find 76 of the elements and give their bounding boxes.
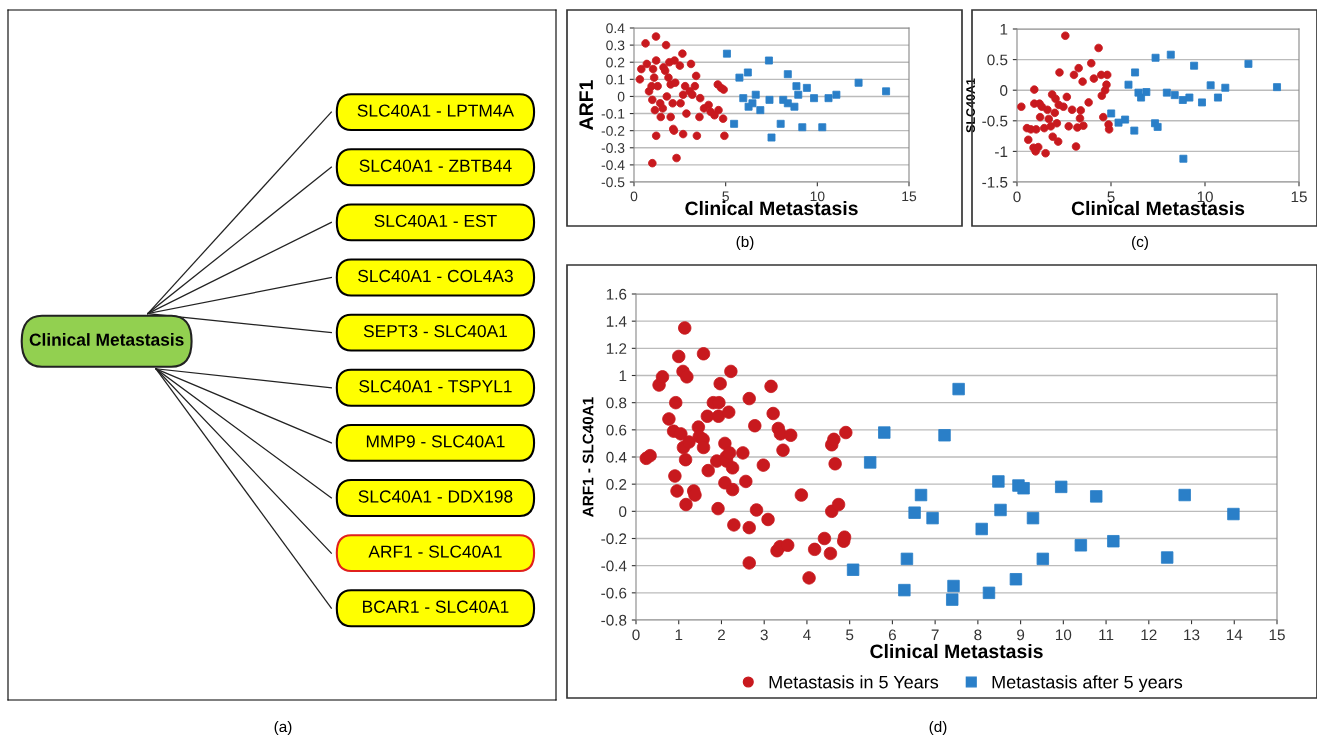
x-tick-label: 10 (1197, 191, 1213, 203)
x-tick-label: 4 (803, 629, 811, 641)
x-axis-title: Clinical Metastasis (685, 200, 858, 216)
x-tick-label: 15 (1269, 629, 1285, 641)
y-tick-label: 0.8 (606, 397, 627, 409)
x-axis-title: Clinical Metastasis (870, 643, 1043, 659)
x-tick-label: 12 (1141, 629, 1157, 641)
category-label: SLC40A1 - LPTM4A (357, 104, 515, 117)
text: (a) (274, 720, 292, 736)
y-tick-label: 0 (1000, 85, 1008, 96)
category-label: SLC40A1 - COL4A3 (358, 269, 513, 283)
x-tick-label: 3 (760, 629, 768, 641)
x-tick-label: 1 (675, 629, 683, 641)
category-label: BCAR1 - SLC40A1 (363, 600, 509, 613)
legend-label: Metastasis after 5 years (992, 675, 1183, 693)
x-tick-label: 15 (902, 191, 917, 202)
x-tick-label: 13 (1184, 629, 1200, 641)
y-tick-label: -0.5 (601, 177, 625, 188)
x-tick-label: 5 (846, 629, 854, 641)
y-tick-label: 0.4 (606, 23, 625, 34)
y-tick-label: 1.4 (606, 316, 627, 327)
x-tick-label: 5 (1107, 191, 1115, 203)
category-label: SLC40A1 - EST (374, 214, 497, 228)
y-tick-label: 0.4 (606, 451, 627, 463)
y-tick-label: -0.3 (601, 143, 625, 153)
x-tick-label: 14 (1226, 629, 1243, 641)
text: (d) (929, 720, 947, 736)
y-tick-label: 0.3 (606, 40, 625, 51)
text: Clinical Metastasis (29, 333, 184, 346)
x-tick-label: 5 (722, 191, 729, 202)
x-tick-label: 0 (632, 629, 640, 641)
y-tick-label: 0.1 (606, 74, 625, 85)
y-tick-label: -0.2 (601, 533, 627, 545)
y-tick-label: 0 (617, 91, 625, 102)
x-tick-label: 10 (1056, 629, 1072, 641)
x-tick-label: 0 (1013, 191, 1021, 203)
y-tick-label: 1 (619, 370, 627, 382)
x-tick-label: 9 (1017, 629, 1025, 641)
y-tick-label: -1.5 (982, 177, 1008, 188)
x-tick-label: 11 (1099, 629, 1114, 641)
y-tick-label: 0.2 (606, 57, 625, 68)
text: (b) (736, 235, 754, 251)
category-label: SLC40A1 - TSPYL1 (359, 380, 512, 393)
y-tick-label: -0.2 (601, 126, 625, 136)
y-tick-label: 1.6 (606, 288, 627, 300)
y-tick-label: 1 (1000, 24, 1008, 35)
x-axis-title: Clinical Metastasis (1071, 200, 1245, 216)
y-tick-label: -0.6 (601, 587, 627, 599)
category-label: SLC40A1 - ZBTB44 (359, 159, 512, 172)
y-tick-label: -0.4 (601, 160, 625, 171)
x-tick-label: 8 (974, 629, 982, 641)
y-tick-label: 0.6 (606, 424, 627, 436)
y-tick-label: -0.5 (982, 115, 1008, 127)
y-tick-label: 0.5 (987, 54, 1008, 66)
y-tick-label: 1.2 (606, 343, 627, 354)
x-tick-label: 10 (810, 191, 825, 202)
y-tick-label: 0.2 (606, 479, 627, 490)
y-axis-title: SLC40A1 (966, 78, 976, 133)
x-tick-label: 2 (717, 629, 725, 641)
y-axis-title: ARF1 (579, 80, 593, 130)
category-label: SLC40A1 - DDX198 (358, 490, 513, 503)
x-tick-label: 6 (888, 629, 896, 641)
text: (c) (1132, 235, 1148, 251)
y-tick-label: 0 (619, 506, 627, 518)
category-label: SEPT3 - SLC40A1 (363, 324, 507, 338)
y-tick-label: -0.8 (601, 614, 627, 626)
y-tick-label: -0.4 (601, 560, 627, 572)
x-tick-label: 7 (931, 629, 939, 641)
category-label: MMP9 - SLC40A1 (366, 435, 505, 448)
legend-label: Metastasis in 5 Years (769, 675, 939, 689)
y-axis-title: ARF1 - SLC40A1 (582, 397, 594, 517)
y-tick-label: -1 (995, 146, 1008, 157)
category-label: ARF1 - SLC40A1 (368, 545, 502, 558)
y-tick-label: -0.1 (601, 108, 625, 119)
x-tick-label: 0 (630, 191, 638, 202)
x-tick-label: 15 (1291, 191, 1307, 203)
